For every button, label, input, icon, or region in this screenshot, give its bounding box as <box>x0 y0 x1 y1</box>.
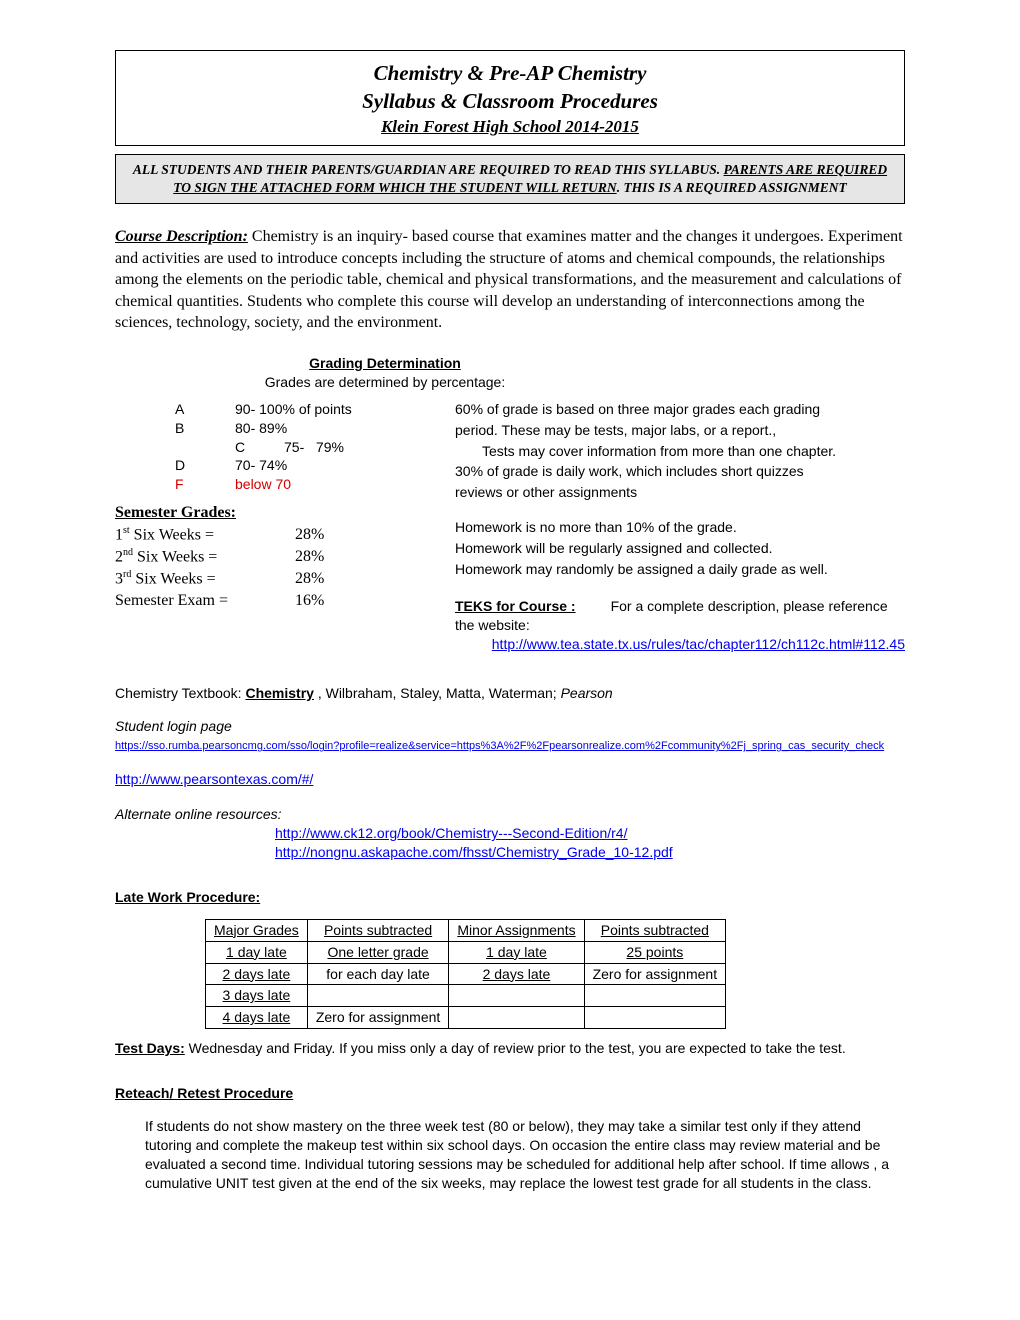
title-sub: Syllabus & Classroom Procedures <box>126 87 894 115</box>
test-days: Test Days: Wednesday and Friday. If you … <box>115 1039 905 1058</box>
sem-row: 3rd Six Weeks =28% <box>115 568 415 590</box>
teks-row: TEKS for Course : For a complete descrip… <box>455 597 905 654</box>
title-school: Klein Forest High School 2014-2015 <box>126 116 894 139</box>
test-days-label: Test Days: <box>115 1040 185 1056</box>
teks-label: TEKS for Course : <box>455 598 576 614</box>
right-line: Homework will be regularly assigned and … <box>455 539 905 558</box>
alt-resources: Alternate online resources: http://www.c… <box>115 805 905 862</box>
late-work-table: Major Grades Points subtracted Minor Ass… <box>205 919 726 1029</box>
grading-sub: Grades are determined by percentage: <box>265 374 505 390</box>
table-row: 4 days late Zero for assignment <box>206 1007 726 1029</box>
notice-part1: ALL STUDENTS AND THEIR PARENTS/GUARDIAN … <box>133 162 724 177</box>
right-line: Homework is no more than 10% of the grad… <box>455 518 905 537</box>
login-block: Student login page https://sso.rumba.pea… <box>115 717 905 755</box>
right-line: Tests may cover information from more th… <box>455 442 905 461</box>
semester-header: Semester Grades: <box>115 502 415 524</box>
table-row: 3 days late <box>206 985 726 1007</box>
sem-row: 2nd Six Weeks =28% <box>115 546 415 568</box>
grade-row: C 75- 79% <box>115 438 415 457</box>
course-desc-label: Course Description: <box>115 228 248 245</box>
title-main: Chemistry & Pre-AP Chemistry <box>126 59 894 87</box>
pearson-link[interactable]: http://www.pearsontexas.com/#/ <box>115 771 313 787</box>
teks-link[interactable]: http://www.tea.state.tx.us/rules/tac/cha… <box>492 636 905 652</box>
right-line: Homework may randomly be assigned a dail… <box>455 560 905 579</box>
sem-row: Semester Exam =16% <box>115 590 415 612</box>
right-line: period. These may be tests, major labs, … <box>455 421 905 440</box>
reteach-header: Reteach/ Retest Procedure <box>115 1084 905 1103</box>
col-left: A90- 100% of points B80- 89% C 75- 79% D… <box>115 400 415 654</box>
grade-row: A90- 100% of points <box>115 400 415 419</box>
table-row: Major Grades Points subtracted Minor Ass… <box>206 919 726 941</box>
grade-row: D70- 74% <box>115 456 415 475</box>
table-row: 2 days late for each day late 2 days lat… <box>206 963 726 985</box>
grade-row: B80- 89% <box>115 419 415 438</box>
test-days-text: Wednesday and Friday. If you miss only a… <box>185 1040 846 1056</box>
grading-columns: A90- 100% of points B80- 89% C 75- 79% D… <box>115 400 905 654</box>
course-description: Course Description: Chemistry is an inqu… <box>115 226 905 334</box>
grading-title: Grading Determination <box>309 355 461 371</box>
alt-link-1[interactable]: http://www.ck12.org/book/Chemistry---Sec… <box>275 825 627 841</box>
right-line: 60% of grade is based on three major gra… <box>455 400 905 419</box>
right-line: reviews or other assignments <box>455 483 905 502</box>
sem-row: 1st Six Weeks =28% <box>115 524 415 546</box>
alt-link-2[interactable]: http://nongnu.askapache.com/fhsst/Chemis… <box>275 844 673 860</box>
textbook-title: Chemistry <box>245 685 313 701</box>
grading-header: Grading Determination Grades are determi… <box>0 354 905 392</box>
late-work-header: Late Work Procedure: <box>115 888 905 907</box>
header-box: Chemistry & Pre-AP Chemistry Syllabus & … <box>115 50 905 146</box>
col-right: 60% of grade is based on three major gra… <box>455 400 905 654</box>
alt-label: Alternate online resources: <box>115 806 282 822</box>
notice-box: ALL STUDENTS AND THEIR PARENTS/GUARDIAN … <box>115 154 905 204</box>
right-line: 30% of grade is daily work, which includ… <box>455 462 905 481</box>
grade-row: Fbelow 70 <box>115 475 415 494</box>
notice-part3: . THIS IS A REQUIRED ASSIGNMENT <box>617 180 847 195</box>
reteach-body: If students do not show mastery on the t… <box>115 1117 905 1193</box>
table-row: 1 day late One letter grade 1 day late 2… <box>206 941 726 963</box>
login-label: Student login page <box>115 718 232 734</box>
textbook-line: Chemistry Textbook: Chemistry , Wilbraha… <box>115 684 905 703</box>
login-link[interactable]: https://sso.rumba.pearsoncmg.com/sso/log… <box>115 740 884 752</box>
textbook-publisher: Pearson <box>561 685 613 701</box>
